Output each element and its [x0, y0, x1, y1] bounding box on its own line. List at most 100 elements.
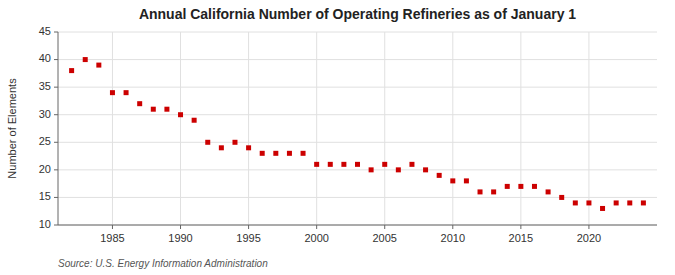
grid-line: [316, 32, 317, 225]
source-note: Source: U.S. Energy Information Administ…: [58, 258, 268, 269]
point: [573, 200, 578, 205]
point: [69, 68, 74, 73]
point: [546, 189, 551, 194]
point: [205, 140, 210, 145]
grid-line: [112, 32, 113, 225]
point: [600, 206, 605, 211]
x-tick-label: 2000: [304, 232, 328, 244]
x-tick: [452, 225, 453, 229]
y-tick-label: 35: [39, 80, 51, 92]
x-tick: [588, 225, 589, 229]
x-tick: [248, 225, 249, 229]
point: [137, 101, 142, 106]
y-tick: [54, 169, 58, 170]
points: [69, 57, 646, 211]
x-axis-line: [58, 225, 657, 226]
y-tick-label: 25: [39, 135, 51, 147]
y-tick-label: 20: [39, 163, 51, 175]
x-tick-label: 2015: [509, 232, 533, 244]
point: [301, 151, 306, 156]
point: [164, 107, 169, 112]
y-tick: [54, 225, 58, 226]
y-axis-line: [58, 32, 59, 225]
point: [641, 200, 646, 205]
point: [369, 167, 374, 172]
y-tick: [54, 197, 58, 198]
point: [124, 90, 129, 95]
grid-line: [248, 32, 249, 225]
grid-line: [58, 114, 657, 115]
point: [232, 140, 237, 145]
grid-line: [58, 225, 657, 226]
axes: 10 15 20 25 30 35 40 45 1985 1990 1995 2000 2005 2010…: [39, 25, 657, 244]
point: [341, 162, 346, 167]
y-tick-label: 10: [39, 218, 51, 230]
x-tick: [112, 225, 113, 229]
chart: 10 15 20 25 30 35 40 45 1985 1990 1995 2000 2005 2010…: [0, 0, 675, 275]
x-tick-label: 1995: [236, 232, 260, 244]
point: [491, 189, 496, 194]
x-tick: [316, 225, 317, 229]
x-tick-label: 1990: [168, 232, 192, 244]
point: [83, 57, 88, 62]
x-tick-label: 1985: [100, 232, 124, 244]
y-axis-label: Number of Elements: [6, 78, 18, 179]
point: [110, 90, 115, 95]
y-tick: [54, 87, 58, 88]
point: [192, 118, 197, 123]
point: [314, 162, 319, 167]
x-tick: [180, 225, 181, 229]
y-tick: [54, 142, 58, 143]
y-tick-label: 15: [39, 190, 51, 202]
grid-line: [58, 32, 657, 33]
point: [450, 178, 455, 183]
point: [151, 107, 156, 112]
x-tick-label: 2005: [372, 232, 396, 244]
grid-line: [58, 87, 657, 88]
x-tick-label: 2010: [441, 232, 465, 244]
x-tick: [520, 225, 521, 229]
point: [532, 184, 537, 189]
point: [559, 195, 564, 200]
y-tick: [54, 59, 58, 60]
point: [614, 200, 619, 205]
point: [409, 162, 414, 167]
grid: [58, 32, 657, 225]
point: [464, 178, 469, 183]
point: [273, 151, 278, 156]
grid-line: [58, 142, 657, 143]
y-tick-label: 45: [39, 25, 51, 37]
point: [423, 167, 428, 172]
point: [518, 184, 523, 189]
point: [96, 63, 101, 68]
y-tick-label: 40: [39, 52, 51, 64]
point: [287, 151, 292, 156]
grid-line: [452, 32, 453, 225]
point: [219, 145, 224, 150]
point: [260, 151, 265, 156]
point: [382, 162, 387, 167]
y-tick: [54, 114, 58, 115]
point: [586, 200, 591, 205]
point: [355, 162, 360, 167]
title: Annual California Number of Operating Re…: [139, 6, 576, 22]
y-tick-label: 30: [39, 108, 51, 120]
point: [437, 173, 442, 178]
point: [505, 184, 510, 189]
grid-line: [520, 32, 521, 225]
grid-line: [58, 59, 657, 60]
grid-line: [384, 32, 385, 225]
point: [396, 167, 401, 172]
grid-line: [58, 197, 657, 198]
x-tick-label: 2020: [577, 232, 601, 244]
point: [246, 145, 251, 150]
grid-line: [588, 32, 589, 225]
x-tick: [384, 225, 385, 229]
grid-line: [58, 169, 657, 170]
point: [178, 112, 183, 117]
point: [328, 162, 333, 167]
point: [627, 200, 632, 205]
y-tick: [54, 32, 58, 33]
grid-line: [180, 32, 181, 225]
point: [478, 189, 483, 194]
